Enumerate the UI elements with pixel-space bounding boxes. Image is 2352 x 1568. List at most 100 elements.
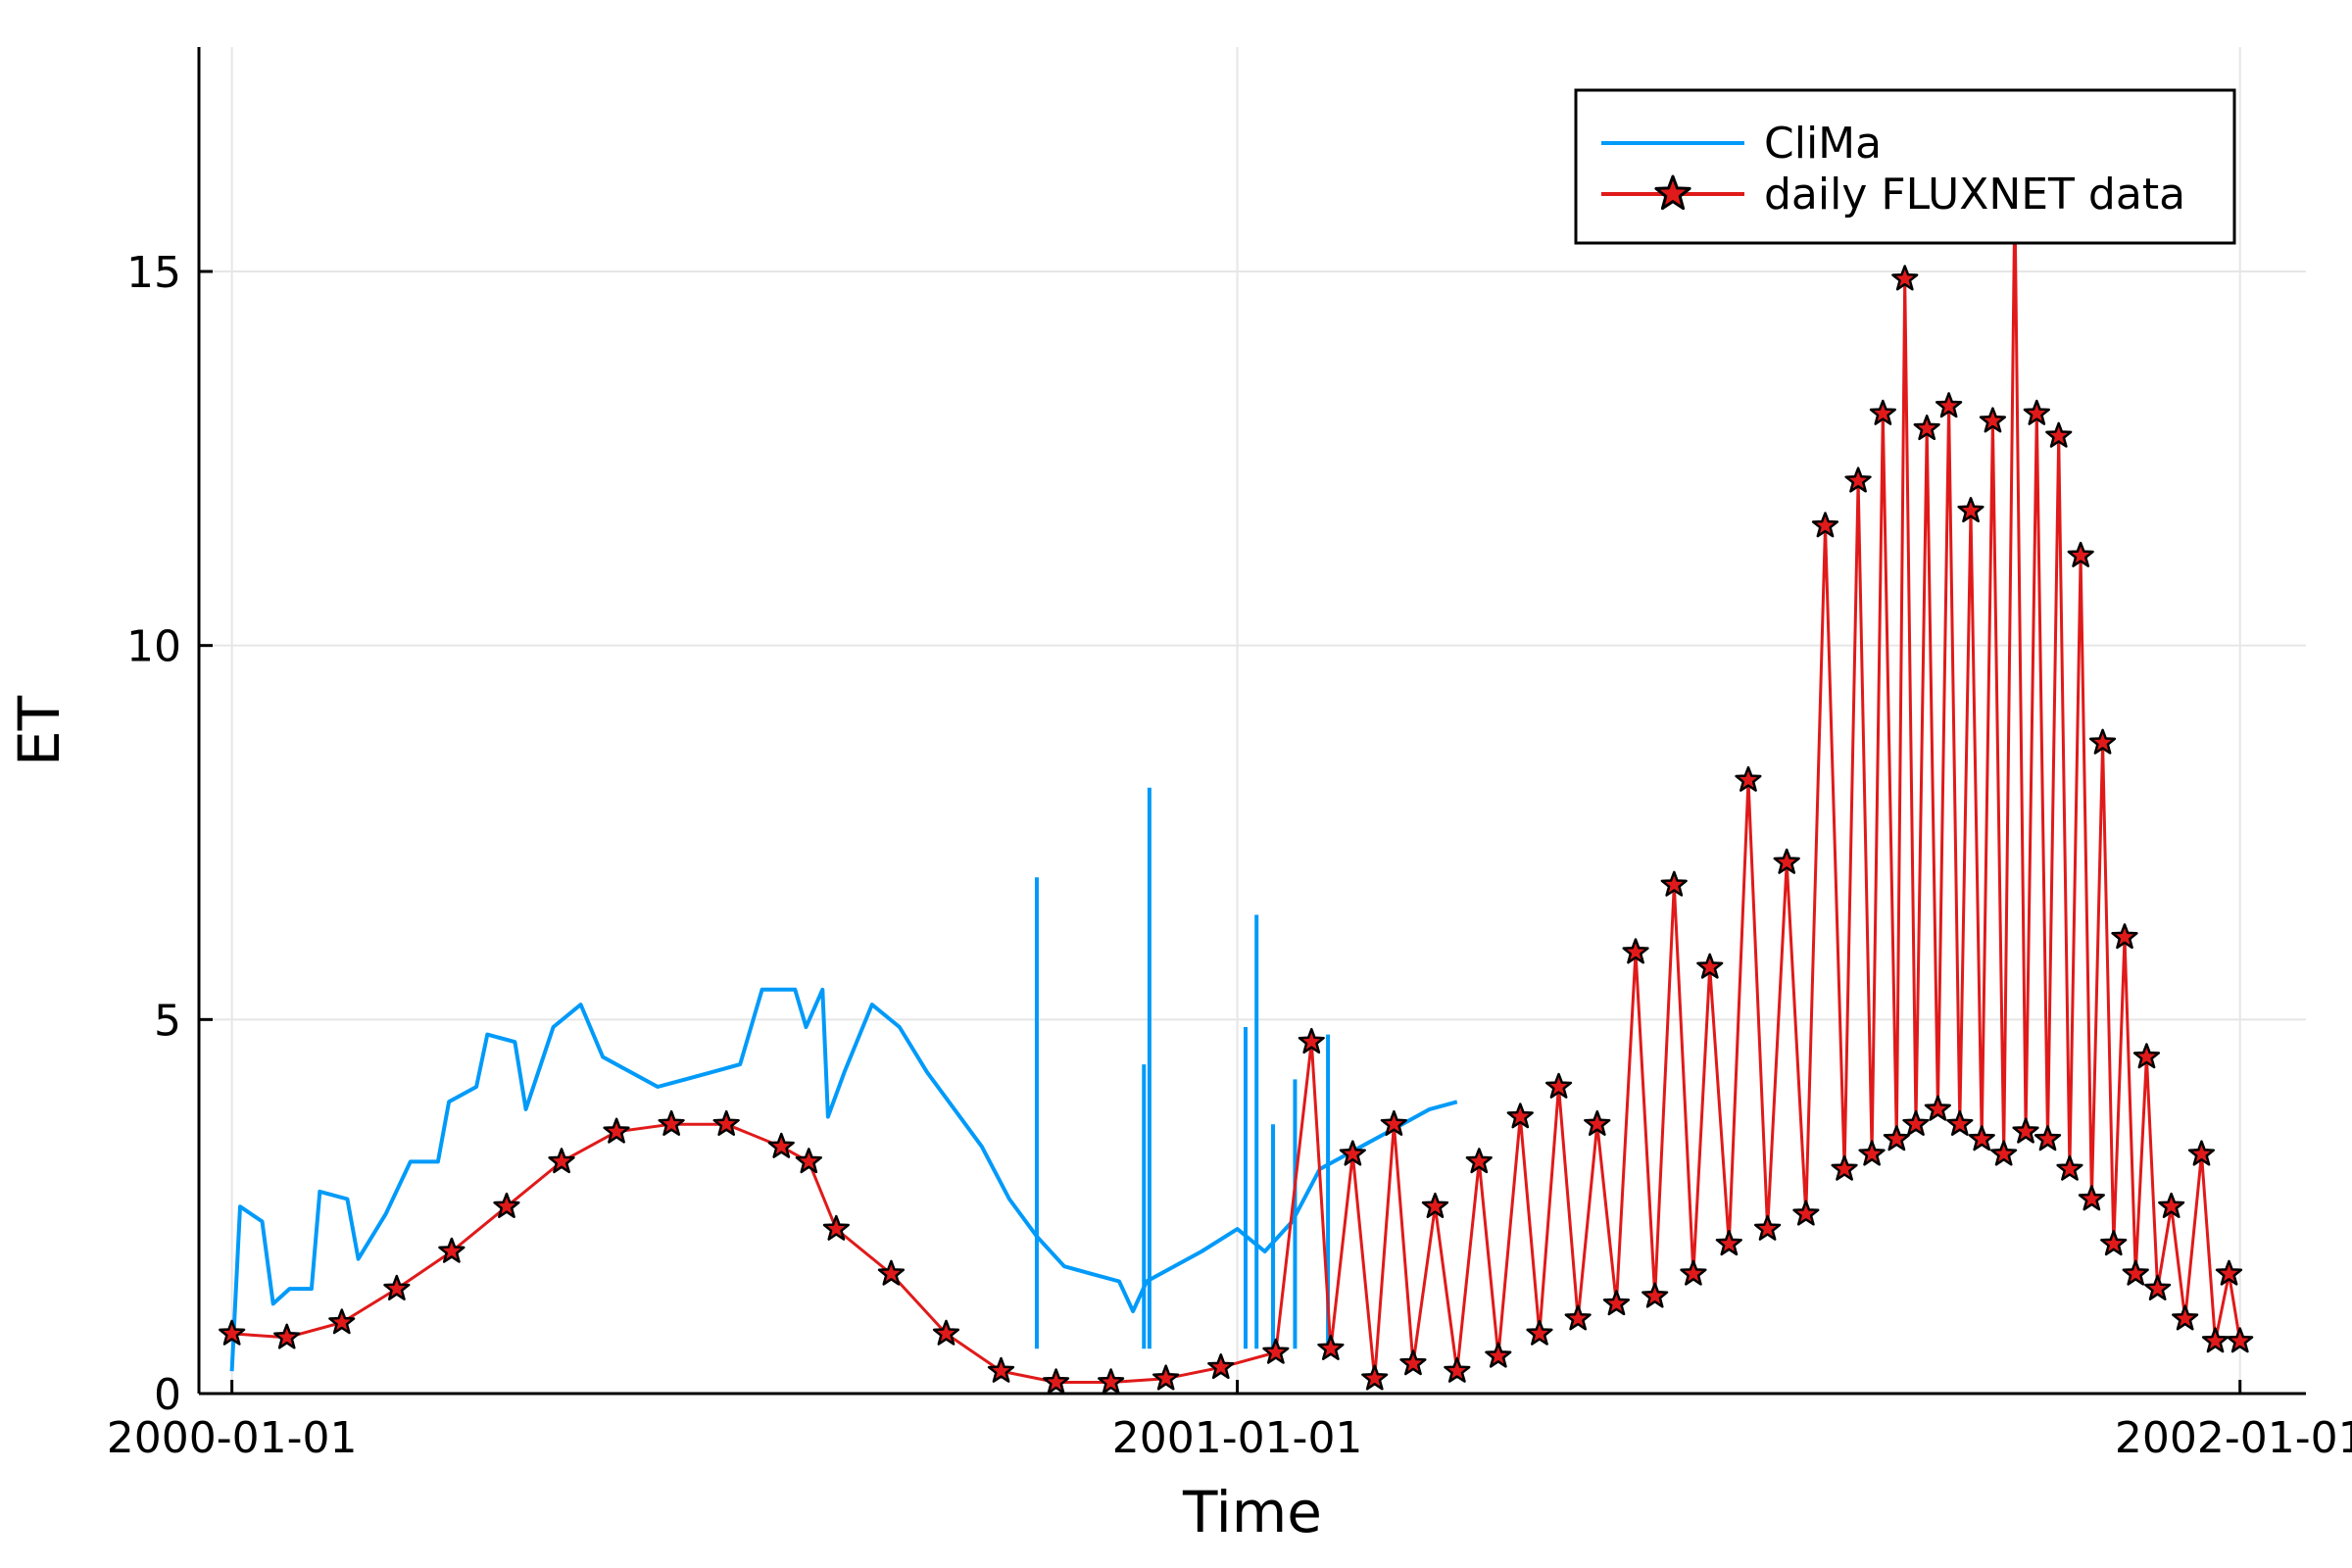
- fluxnet-point: [383, 1274, 411, 1300]
- fluxnet-point: [2111, 923, 2138, 950]
- fluxnet-point: [1152, 1364, 1180, 1391]
- fluxnet-point: [1622, 938, 1649, 964]
- fluxnet-point: [1831, 1154, 1858, 1181]
- fluxnet-point: [1957, 497, 1984, 523]
- clima-line: [229, 987, 1458, 1372]
- fluxnet-point: [1924, 1095, 1951, 1121]
- fluxnet-point: [877, 1259, 906, 1286]
- y-tick-label: 10: [126, 622, 181, 672]
- fluxnet-point: [1990, 1140, 2018, 1166]
- fluxnet-point: [2215, 1259, 2243, 1286]
- x-axis-label: Time: [1182, 1479, 1322, 1545]
- fluxnet-point: [1715, 1230, 1742, 1256]
- fluxnet-point: [1891, 265, 1919, 291]
- legend-star-marker: [1654, 174, 1691, 211]
- fluxnet-series: [219, 182, 2254, 1395]
- fluxnet-point: [2034, 1125, 2062, 1152]
- y-tick-label: 5: [154, 996, 181, 1046]
- fluxnet-point: [1902, 1109, 1930, 1136]
- y-tick-label: 0: [154, 1370, 181, 1420]
- fluxnet-point: [1339, 1140, 1366, 1166]
- clima-series: [229, 787, 1458, 1372]
- fluxnet-point: [1421, 1192, 1449, 1218]
- x-tick-label: 2001-01-01: [1112, 1413, 1363, 1463]
- fluxnet-point: [273, 1323, 301, 1349]
- fluxnet-point: [2100, 1230, 2128, 1256]
- fluxnet-point: [1696, 953, 1724, 979]
- fluxnet-point: [1811, 512, 1839, 538]
- fluxnet-point: [1858, 1140, 1886, 1166]
- fluxnet-point: [1680, 1259, 1707, 1286]
- y-tick-labels: 0 5 10 15: [126, 248, 181, 1420]
- fluxnet-point: [2227, 1327, 2254, 1353]
- fluxnet-point: [1773, 848, 1800, 874]
- fluxnet-point: [1380, 1109, 1407, 1136]
- fluxnet-point: [219, 1319, 246, 1346]
- fluxnet-point: [1602, 1290, 1631, 1316]
- legend-label: CliMa: [1764, 119, 1882, 169]
- fluxnet-point: [1642, 1282, 1669, 1308]
- fluxnet-line: [231, 195, 2242, 1384]
- fluxnet-point: [1946, 1109, 1974, 1136]
- fluxnet-point: [603, 1117, 630, 1144]
- fluxnet-point: [1584, 1109, 1611, 1136]
- fluxnet-point: [1935, 392, 1963, 418]
- fluxnet-point: [1042, 1368, 1070, 1395]
- fluxnet-point: [1735, 765, 1762, 792]
- fluxnet-point: [1660, 870, 1688, 897]
- fluxnet-point: [1361, 1364, 1389, 1391]
- x-tick-label: 2002-01-01: [2115, 1413, 2352, 1463]
- fluxnet-point: [1968, 1125, 1995, 1152]
- fluxnet-point: [2187, 1140, 2216, 1166]
- fluxnet-point: [932, 1319, 960, 1346]
- y-axis-label: ET: [6, 695, 73, 766]
- fluxnet-point: [1465, 1148, 1493, 1174]
- fluxnet-point: [2023, 399, 2050, 425]
- fluxnet-point: [438, 1237, 466, 1263]
- grid: [199, 47, 2306, 1395]
- fluxnet-point: [2158, 1192, 2185, 1218]
- x-tick-label: 2000-01-01: [107, 1413, 358, 1463]
- fluxnet-point: [2088, 728, 2117, 755]
- legend-box: [1574, 88, 2236, 245]
- fluxnet-point: [767, 1132, 795, 1158]
- fluxnet-point: [1262, 1338, 1290, 1364]
- fluxnet-point: [2172, 1304, 2199, 1331]
- fluxnet-point: [2056, 1154, 2083, 1181]
- fluxnet-point: [658, 1109, 685, 1136]
- y-tick-label: 15: [126, 248, 181, 298]
- fluxnet-point: [2067, 541, 2094, 567]
- fluxnet-point: [1753, 1214, 1782, 1241]
- fluxnet-point: [1526, 1319, 1553, 1346]
- fluxnet-point: [1883, 1125, 1910, 1152]
- fluxnet-point: [2078, 1185, 2105, 1211]
- fluxnet-point: [1444, 1356, 1471, 1383]
- fluxnet-point: [2045, 421, 2073, 448]
- fluxnet-point: [822, 1214, 850, 1241]
- legend-label: daily FLUXNET data: [1764, 170, 2185, 220]
- fluxnet-point: [1544, 1072, 1573, 1099]
- fluxnet-point: [1298, 1027, 1325, 1054]
- fluxnet-point: [1207, 1353, 1235, 1380]
- fluxnet-point: [1564, 1304, 1592, 1331]
- axes: [197, 47, 2306, 1396]
- plot-area: [219, 182, 2254, 1395]
- fluxnet-point: [328, 1308, 356, 1335]
- x-tick-labels: 2000-01-01 2001-01-01 2002-01-01: [107, 1413, 2352, 1463]
- fluxnet-point: [1913, 415, 1940, 441]
- fluxnet-point: [1792, 1200, 1820, 1226]
- fluxnet-point: [712, 1109, 740, 1136]
- fluxnet-point: [1979, 407, 2007, 433]
- fluxnet-point: [1869, 399, 1896, 425]
- fluxnet-point: [987, 1356, 1015, 1383]
- fluxnet-point: [2122, 1259, 2149, 1286]
- fluxnet-point: [2012, 1117, 2039, 1144]
- fluxnet-point: [2144, 1274, 2172, 1300]
- fluxnet-point: [548, 1148, 575, 1174]
- fluxnet-point: [2132, 1043, 2161, 1069]
- fluxnet-point: [1485, 1342, 1512, 1368]
- fluxnet-point: [493, 1192, 520, 1218]
- fluxnet-point: [1844, 466, 1872, 493]
- fluxnet-point: [1399, 1349, 1427, 1376]
